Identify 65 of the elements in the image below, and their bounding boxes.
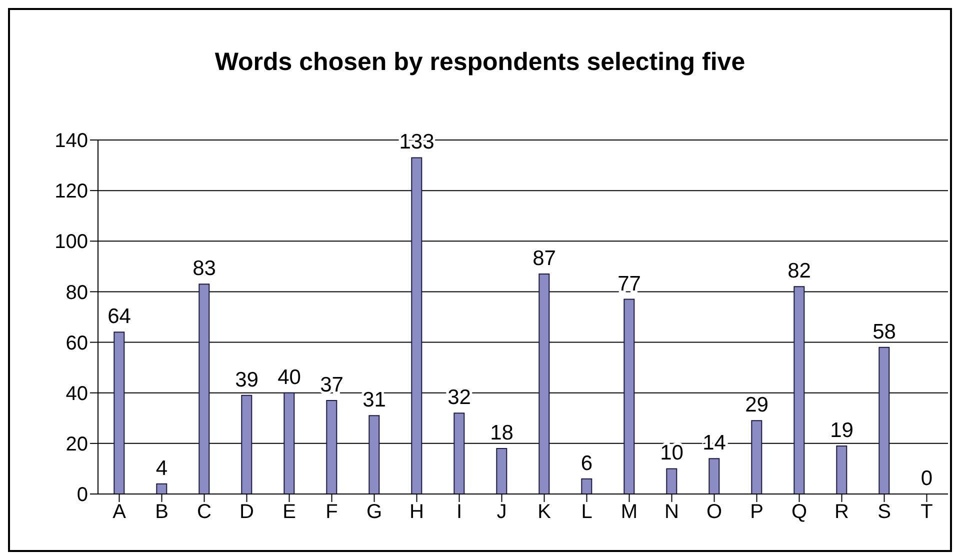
bar	[114, 332, 125, 494]
x-tick-label: M	[620, 501, 638, 524]
x-tick-label: K	[538, 501, 552, 524]
data-label: 31	[362, 388, 386, 412]
chart-title: Words chosen by respondents selecting five	[214, 48, 746, 77]
data-label: 29	[745, 394, 768, 417]
bar	[496, 448, 508, 494]
bar	[538, 274, 550, 494]
y-tick-label: 20	[66, 434, 88, 456]
x-tick-label: R	[834, 501, 849, 524]
x-tick-label: S	[878, 501, 891, 524]
bar	[368, 415, 380, 494]
x-tick-label: H	[410, 501, 424, 524]
bar	[878, 346, 890, 494]
bar	[284, 392, 295, 494]
y-tick-label: 60	[66, 332, 88, 354]
data-label: 40	[278, 366, 301, 389]
x-tick-label: B	[155, 501, 168, 524]
y-tick-label: 140	[54, 130, 88, 152]
x-tick-label: C	[197, 501, 212, 524]
x-tick-label: D	[240, 501, 254, 524]
x-tick-label: Q	[791, 501, 808, 524]
bar	[326, 400, 338, 494]
x-tick-label: J	[496, 501, 507, 524]
data-label: 64	[108, 305, 132, 328]
data-label: 83	[192, 257, 216, 280]
bar	[751, 420, 762, 494]
data-label: 58	[872, 320, 896, 344]
data-label: 10	[660, 442, 684, 465]
x-tick-label: N	[664, 501, 679, 524]
bar	[156, 483, 168, 494]
y-tick-label: 40	[66, 382, 88, 405]
y-tick-label: 120	[54, 180, 88, 203]
bar	[708, 458, 720, 494]
data-label: 82	[788, 260, 811, 283]
data-label: 0	[920, 467, 933, 490]
x-tick-label: T	[920, 501, 933, 524]
x-tick-label: A	[112, 501, 127, 524]
x-tick-label: L	[581, 501, 592, 524]
bar	[411, 157, 422, 494]
bar	[581, 478, 592, 494]
data-label: 37	[320, 373, 344, 396]
y-tick-label: 80	[66, 282, 88, 304]
x-tick-label: E	[282, 501, 296, 524]
x-tick-label: O	[706, 501, 722, 524]
x-tick-label: P	[750, 501, 764, 524]
bar	[624, 298, 635, 494]
data-label: 77	[618, 272, 641, 296]
bar	[454, 412, 465, 494]
x-tick-label: F	[326, 501, 338, 524]
x-tick-label: I	[456, 501, 462, 524]
bar	[836, 445, 848, 494]
data-label: 19	[830, 418, 854, 442]
x-tick-label: G	[366, 501, 382, 524]
bar	[794, 286, 805, 494]
bar	[241, 394, 252, 494]
data-label: 87	[532, 247, 556, 270]
data-label: 4	[156, 456, 168, 480]
bar	[198, 284, 210, 494]
data-label: 6	[580, 452, 593, 475]
y-tick-label: 0	[76, 484, 88, 506]
bar	[666, 468, 678, 494]
data-label: 39	[235, 368, 258, 392]
y-tick-label: 100	[54, 231, 88, 254]
data-label: 18	[490, 421, 514, 444]
